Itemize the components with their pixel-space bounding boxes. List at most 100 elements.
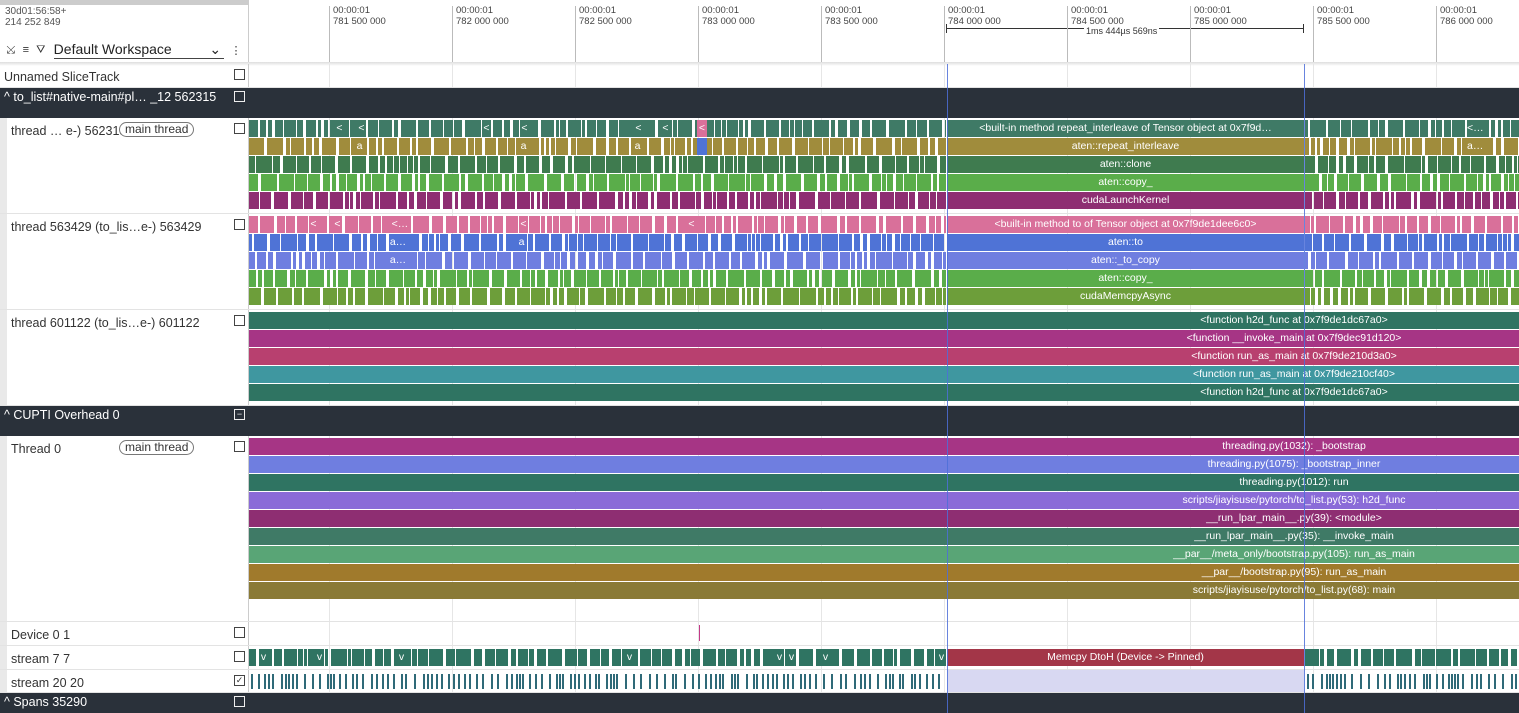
- slice[interactable]: [283, 156, 296, 173]
- slice[interactable]: [606, 156, 621, 173]
- slice[interactable]: [356, 192, 360, 209]
- slice[interactable]: [249, 252, 255, 269]
- kernel-tick[interactable]: [840, 674, 842, 689]
- slice[interactable]: [933, 174, 937, 191]
- slice[interactable]: [929, 120, 942, 137]
- slice[interactable]: [547, 216, 552, 233]
- slice[interactable]: [359, 216, 371, 233]
- slice[interactable]: [715, 252, 729, 269]
- slice[interactable]: [1330, 138, 1336, 155]
- kernel-tick[interactable]: [535, 674, 537, 689]
- slice[interactable]: [375, 192, 379, 209]
- slice[interactable]: [327, 270, 330, 287]
- kernel-tick[interactable]: [352, 674, 354, 689]
- slice[interactable]: [314, 138, 319, 155]
- slice[interactable]: a: [519, 138, 528, 155]
- slice[interactable]: [461, 192, 475, 209]
- kernel-tick[interactable]: [281, 674, 283, 689]
- slice[interactable]: [818, 192, 830, 209]
- kernel-tick[interactable]: [441, 674, 443, 689]
- kernel-tick[interactable]: [938, 674, 940, 689]
- slice[interactable]: [582, 192, 597, 209]
- slice[interactable]: [844, 138, 853, 155]
- slice[interactable]: [1443, 252, 1454, 269]
- slice[interactable]: [1355, 138, 1370, 155]
- slice[interactable]: [1394, 234, 1407, 251]
- slice[interactable]: [857, 270, 860, 287]
- slice[interactable]: [901, 234, 910, 251]
- slice[interactable]: [756, 138, 765, 155]
- slice[interactable]: [754, 216, 757, 233]
- slice[interactable]: [508, 138, 515, 155]
- slice[interactable]: [1329, 252, 1345, 269]
- slice[interactable]: [429, 234, 434, 251]
- slice[interactable]: [1337, 649, 1351, 666]
- slice[interactable]: [1424, 234, 1437, 251]
- slice[interactable]: [420, 174, 426, 191]
- slice[interactable]: [921, 234, 933, 251]
- slice[interactable]: [1452, 120, 1465, 137]
- slice[interactable]: [498, 138, 507, 155]
- slice[interactable]: [943, 288, 946, 305]
- kernel-tick[interactable]: [1389, 674, 1391, 689]
- slice[interactable]: [618, 138, 629, 155]
- slice[interactable]: [281, 234, 297, 251]
- slice[interactable]: [355, 288, 365, 305]
- slice[interactable]: [790, 192, 796, 209]
- slice[interactable]: [527, 138, 539, 155]
- kernel-tick[interactable]: [268, 674, 270, 689]
- slice[interactable]: [750, 192, 754, 209]
- slice[interactable]: [549, 192, 565, 209]
- slice[interactable]: [268, 120, 272, 137]
- slice[interactable]: [399, 138, 410, 155]
- slice[interactable]: [731, 252, 740, 269]
- slice[interactable]: [695, 216, 705, 233]
- slice[interactable]: [1504, 138, 1518, 155]
- slice[interactable]: [896, 156, 907, 173]
- slice[interactable]: [382, 216, 392, 233]
- kernel-tick[interactable]: [734, 674, 736, 689]
- slice[interactable]: [378, 234, 386, 251]
- slice[interactable]: [889, 120, 905, 137]
- slice[interactable]: [297, 216, 308, 233]
- slice[interactable]: [664, 138, 670, 155]
- slice[interactable]: [1498, 120, 1501, 137]
- slice[interactable]: [907, 120, 916, 137]
- slice[interactable]: [1322, 174, 1327, 191]
- slice[interactable]: [779, 138, 792, 155]
- slice[interactable]: [692, 270, 701, 287]
- slice[interactable]: [1408, 234, 1418, 251]
- kernel-tick[interactable]: [719, 674, 721, 689]
- slice[interactable]: [884, 649, 893, 666]
- slice[interactable]: [365, 649, 372, 666]
- slice[interactable]: [369, 156, 378, 173]
- slice[interactable]: [777, 174, 783, 191]
- slice[interactable]: [873, 288, 880, 305]
- slice[interactable]: [1320, 649, 1324, 666]
- track-lane[interactable]: <built-in method repeat_interleave of Te…: [249, 118, 1519, 213]
- slice[interactable]: [500, 156, 514, 173]
- slice[interactable]: [1341, 288, 1348, 305]
- slice[interactable]: [414, 156, 418, 173]
- slice[interactable]: [1444, 288, 1450, 305]
- slice[interactable]: [379, 120, 392, 137]
- slice[interactable]: [934, 234, 944, 251]
- slice[interactable]: [786, 270, 790, 287]
- slice[interactable]: [384, 138, 397, 155]
- kernel-tick[interactable]: [330, 674, 332, 689]
- slice[interactable]: [398, 192, 407, 209]
- slice[interactable]: [443, 192, 452, 209]
- slice[interactable]: [1350, 138, 1354, 155]
- kernel-tick[interactable]: [902, 674, 904, 689]
- slice[interactable]: [268, 252, 273, 269]
- slice[interactable]: [1443, 192, 1455, 209]
- slice[interactable]: [853, 288, 856, 305]
- kernel-tick[interactable]: [815, 674, 817, 689]
- slice[interactable]: [249, 120, 258, 137]
- pin-checkbox[interactable]: [234, 219, 245, 230]
- slice[interactable]: [345, 216, 358, 233]
- slice[interactable]: [499, 234, 503, 251]
- slice[interactable]: [1396, 649, 1412, 666]
- slice[interactable]: [830, 138, 843, 155]
- slice[interactable]: [798, 156, 813, 173]
